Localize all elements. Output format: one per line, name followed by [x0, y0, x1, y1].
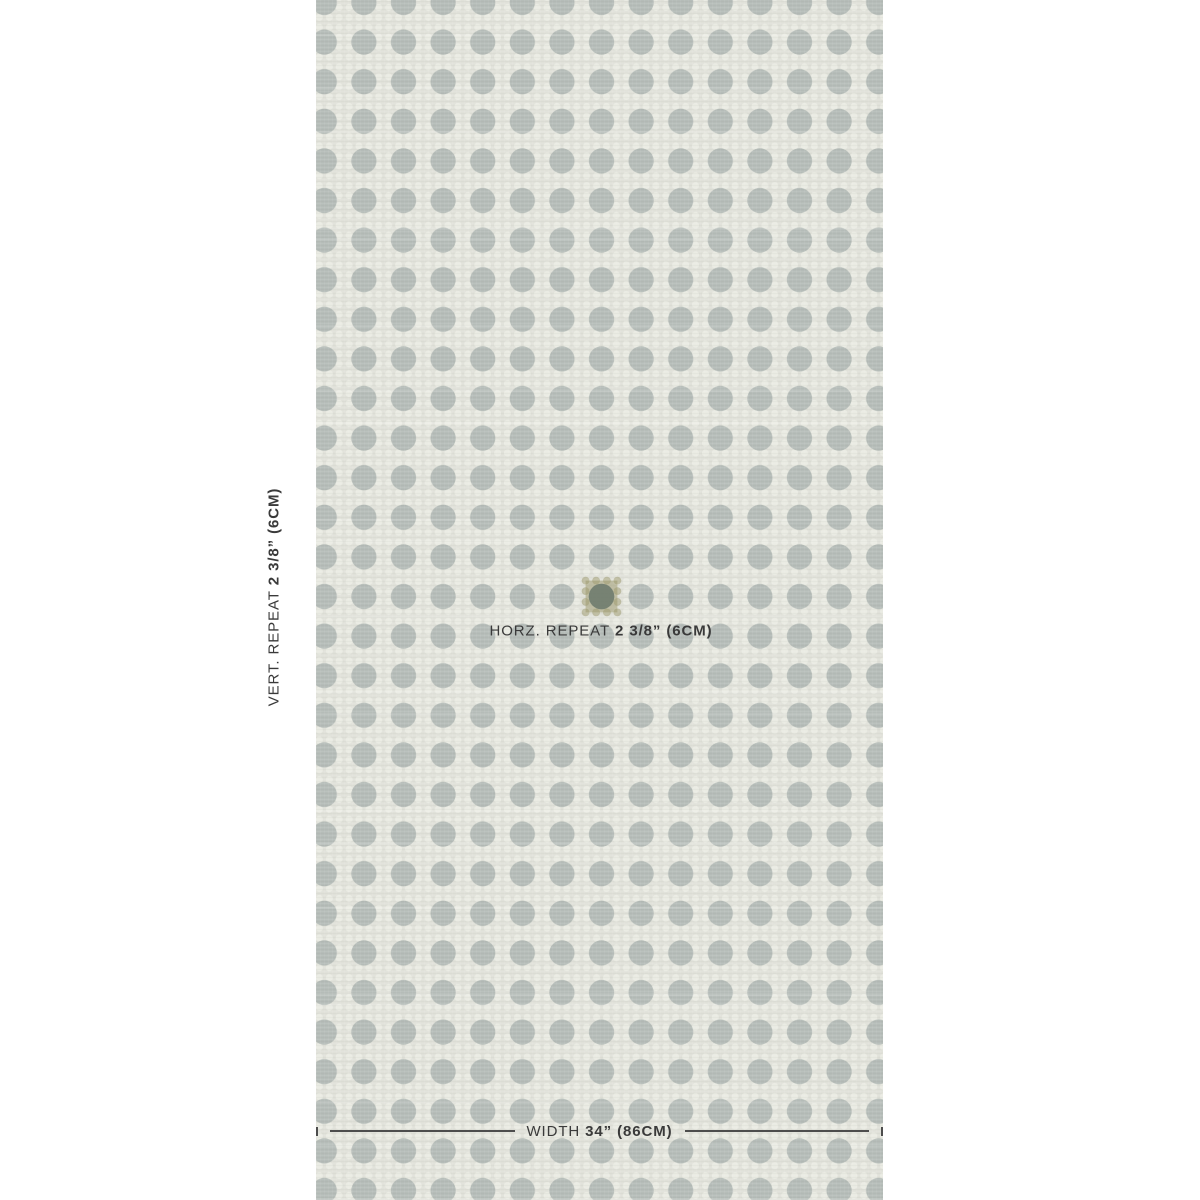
vertical-repeat-label: VERT. REPEAT: [265, 590, 283, 707]
width-annotation: WIDTH 34” (86CM): [527, 1123, 673, 1140]
horizontal-repeat-value: 2 3/8” (6CM): [615, 622, 713, 640]
dimension-line-right: [684, 1130, 870, 1132]
fabric-swatch: [316, 0, 883, 1200]
horizontal-repeat-annotation: HORZ. REPEAT 2 3/8” (6CM): [489, 623, 712, 640]
dimension-line-left: [329, 1130, 515, 1132]
repeat-unit-marker: [581, 576, 622, 617]
horizontal-repeat-label: HORZ. REPEAT: [489, 622, 611, 640]
repeat-marker-icon: [581, 576, 622, 617]
width-value: 34” (86CM): [585, 1122, 673, 1140]
vertical-repeat-annotation: VERT. REPEAT 2 3/8” (6CM): [266, 488, 283, 707]
width-label: WIDTH: [526, 1122, 581, 1140]
dimension-tick-left: [316, 1126, 318, 1136]
width-dimension: WIDTH 34” (86CM): [316, 1123, 884, 1140]
dimension-tick-right: [881, 1126, 884, 1136]
vertical-repeat-value: 2 3/8” (6CM): [265, 487, 283, 586]
